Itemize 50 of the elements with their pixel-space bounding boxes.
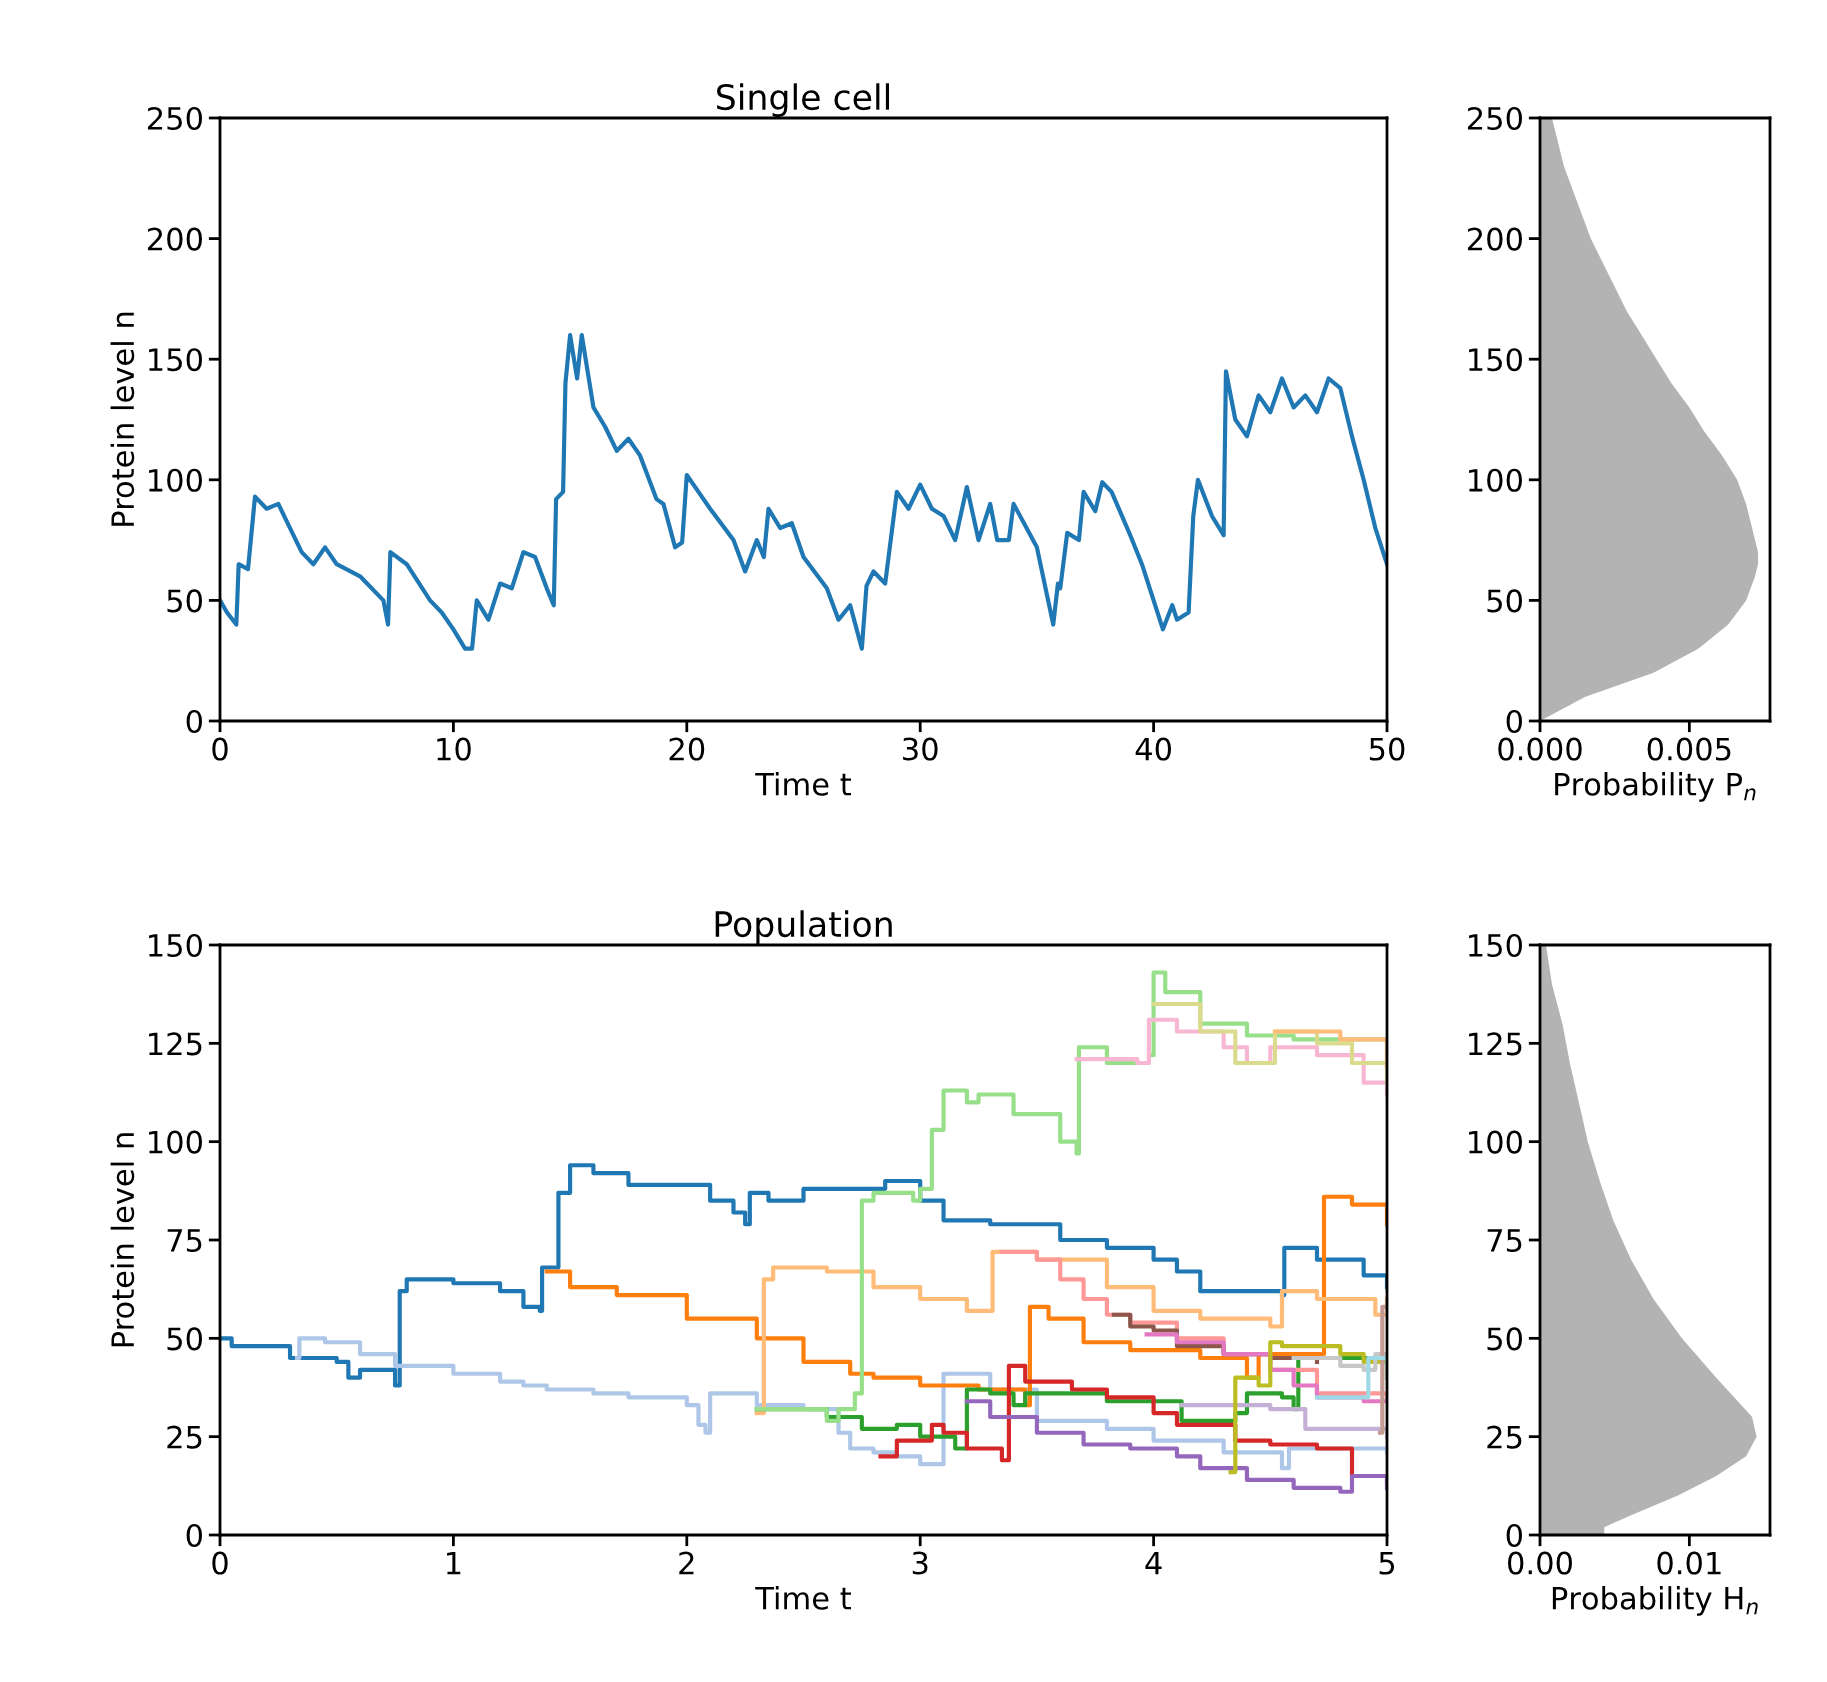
y-tick-label: 250 [147, 106, 202, 131]
x-tick-label: 3 [912, 1551, 928, 1575]
y-tick-label: 250 [1467, 106, 1522, 131]
x-tick-label: 10 [437, 737, 471, 761]
chart-title: Single cell [717, 83, 889, 117]
y-tick-label: 0 [1506, 1523, 1522, 1548]
x-tick-label: 2 [679, 1551, 694, 1575]
y-axis-title: Protein level n [110, 1133, 135, 1347]
y-tick-label: 0 [186, 1523, 202, 1548]
y-tick-label: 0 [1506, 709, 1522, 734]
y-tick-label: 150 [1469, 933, 1522, 958]
x-tick-label: 0 [212, 737, 228, 761]
y-tick-label: 0 [186, 709, 202, 734]
x-tick-label: 5 [1379, 1551, 1395, 1575]
y-tick-label: 75 [1487, 1229, 1522, 1253]
x-axis-title: Probability H$_{n}$ [1552, 1586, 1758, 1616]
y-tick-label: 50 [167, 589, 202, 613]
x-tick-label: 0.00 [1508, 1551, 1572, 1575]
y-tick-label: 100 [1469, 468, 1522, 492]
y-tick-label: 75 [167, 1229, 202, 1253]
y-tick-label: 200 [1467, 227, 1522, 251]
x-axis-title: Probability P$_{n}$ [1555, 772, 1756, 802]
y-tick-label: 150 [1469, 348, 1522, 372]
x-tick-label: 50 [1369, 737, 1405, 761]
x-tick-label: 40 [1135, 737, 1172, 761]
y-tick-label: 200 [147, 227, 202, 251]
y-tick-label: 125 [1469, 1032, 1522, 1056]
y-tick-label: 100 [149, 468, 202, 492]
x-tick-label: 4 [1145, 1551, 1162, 1575]
x-axis-title: Time t [755, 772, 851, 796]
y-tick-label: 50 [167, 1327, 202, 1351]
x-axis-title: Time t [755, 1586, 851, 1610]
x-tick-label: 0 [212, 1551, 228, 1575]
y-tick-label: 150 [149, 933, 202, 958]
y-tick-label: 100 [1469, 1130, 1522, 1154]
y-tick-label: 25 [167, 1425, 202, 1449]
x-tick-label: 30 [903, 737, 938, 761]
y-tick-label: 50 [1487, 589, 1522, 613]
y-tick-label: 25 [1487, 1425, 1522, 1449]
y-tick-label: 100 [149, 1130, 202, 1154]
x-tick-label: 0.000 [1498, 737, 1582, 761]
y-tick-label: 150 [149, 348, 202, 372]
x-tick-label: 0.005 [1647, 737, 1731, 761]
y-tick-label: 50 [1487, 1327, 1522, 1351]
y-tick-label: 125 [149, 1032, 202, 1056]
x-tick-label: 1 [447, 1551, 461, 1575]
x-tick-label: 20 [669, 737, 705, 761]
x-tick-label: 0.01 [1657, 1551, 1721, 1575]
y-axis-title: Protein level n [110, 312, 135, 526]
chart-title: Population [715, 910, 892, 944]
